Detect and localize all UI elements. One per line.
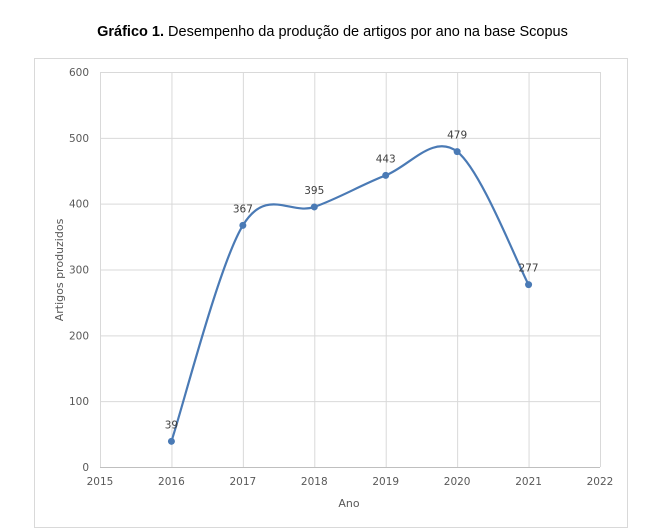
chart-title-number: Gráfico 1. (97, 24, 164, 40)
series-line (170, 145, 530, 442)
chart-title: Gráfico 1. Desempenho da produção de art… (0, 24, 665, 40)
y-tick-label: 600 (69, 67, 89, 79)
y-tick-label: 400 (69, 199, 89, 211)
chart-frame (34, 58, 628, 528)
x-tick-label: 2018 (301, 476, 328, 488)
data-label: 39 (165, 419, 178, 431)
y-tick-label: 500 (69, 133, 89, 145)
x-tick-label: 2022 (587, 476, 614, 488)
y-tick-label: 100 (69, 396, 89, 408)
y-tick-label: 200 (69, 330, 89, 342)
y-axis-label: Artigos produzidos (53, 218, 66, 321)
data-label: 443 (376, 153, 396, 165)
data-point (167, 437, 175, 445)
x-tick-label: 2016 (158, 476, 185, 488)
data-label: 479 (447, 130, 467, 142)
data-point (310, 203, 318, 211)
data-label: 277 (519, 263, 539, 275)
x-tick-label: 2021 (515, 476, 542, 488)
x-tick-label: 2020 (444, 476, 471, 488)
data-point (382, 171, 390, 179)
data-point (453, 148, 461, 156)
data-point (525, 281, 533, 289)
x-tick-label: 2017 (229, 476, 256, 488)
y-tick-label: 300 (69, 265, 89, 277)
x-tick-label: 2019 (372, 476, 399, 488)
data-point (239, 221, 247, 229)
chart-title-text: Desempenho da produção de artigos por an… (168, 24, 568, 40)
data-label: 367 (233, 203, 253, 215)
y-tick-label: 0 (82, 462, 89, 474)
x-axis-label: Ano (338, 497, 359, 510)
x-tick-label: 2015 (87, 476, 114, 488)
data-label: 395 (304, 185, 324, 197)
